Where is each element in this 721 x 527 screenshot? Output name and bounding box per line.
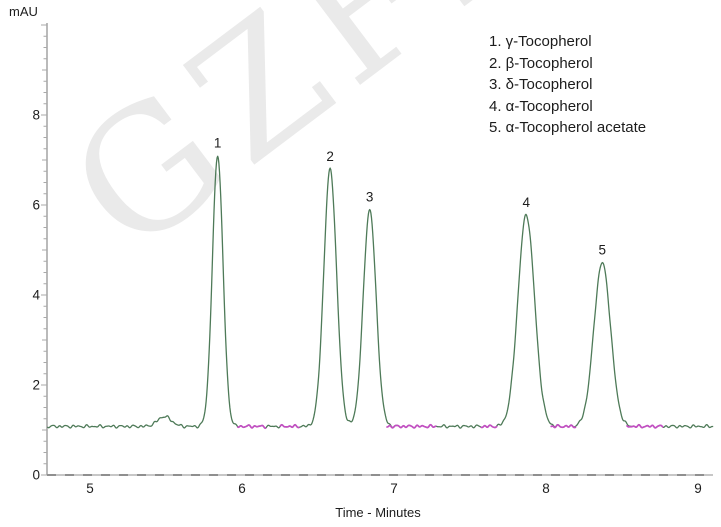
- legend-item-1: 1. γ-Tocopherol: [489, 33, 592, 50]
- chromatogram-trace: [46, 155, 714, 429]
- peak-label-3: 3: [366, 190, 374, 205]
- legend-item-2: 2. β-Tocopherol: [489, 54, 593, 72]
- y-tick-label-4: 4: [32, 287, 40, 303]
- legend-item-3: 3. δ-Tocopherol: [489, 76, 593, 93]
- x-axis-title: Time - Minutes: [335, 505, 421, 520]
- integration-mark: [279, 423, 300, 429]
- integration-mark: [385, 423, 437, 429]
- x-tick-label-6: 6: [238, 481, 246, 496]
- legend-item-4: 4. α-Tocopherol: [489, 97, 593, 115]
- x-tick-label-8: 8: [542, 481, 550, 496]
- y-tick-label-0: 0: [32, 467, 40, 483]
- y-tick-label-2: 2: [32, 377, 40, 393]
- peak-label-1: 1: [214, 136, 222, 151]
- x-tick-label-5: 5: [86, 481, 94, 496]
- peak-label-5: 5: [598, 243, 606, 258]
- y-axis-title: mAU: [9, 4, 38, 19]
- y-tick-label-6: 6: [32, 197, 40, 213]
- integration-mark: [550, 423, 577, 429]
- integration-mark: [236, 424, 267, 430]
- y-tick-label-8: 8: [32, 107, 40, 123]
- peak-label-4: 4: [522, 195, 530, 210]
- legend-item-5: 5. α-Tocopherol acetate: [489, 119, 647, 136]
- integration-mark: [625, 423, 664, 429]
- peak-legend: 1. γ-Tocopherol 2. β-Tocopherol 3. δ-Toc…: [489, 31, 646, 139]
- x-tick-label-9: 9: [694, 481, 702, 496]
- integration-mark: [480, 424, 498, 429]
- peak-label-2: 2: [326, 149, 334, 164]
- x-tick-label-7: 7: [390, 481, 398, 496]
